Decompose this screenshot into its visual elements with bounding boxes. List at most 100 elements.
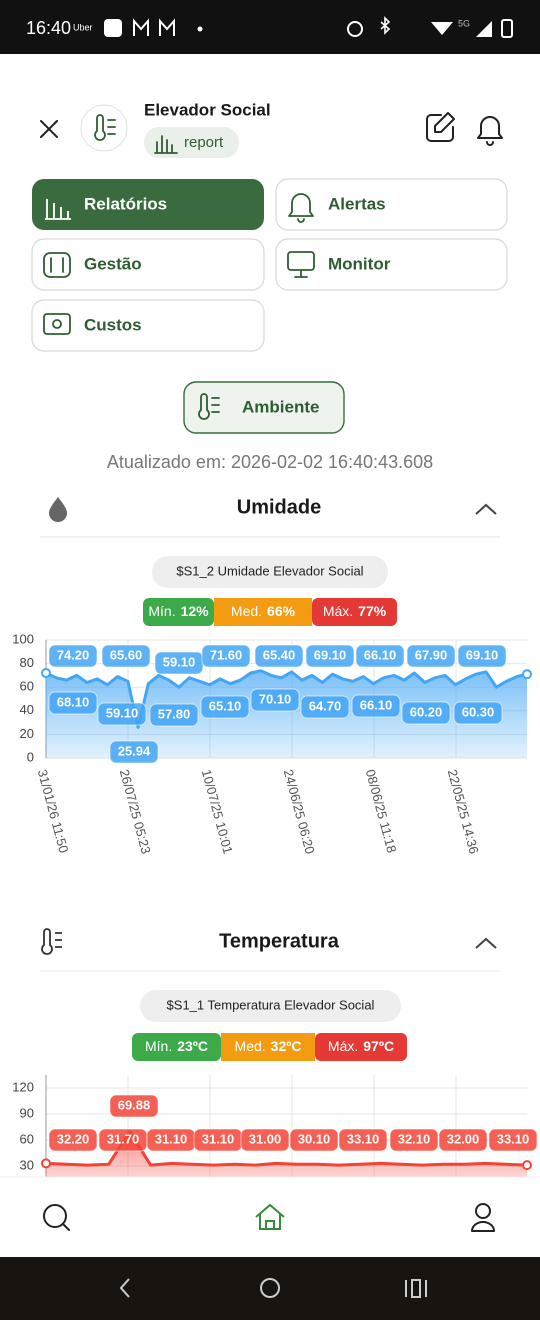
- tag-icon: [154, 135, 178, 154]
- profile-button[interactable]: [475, 1203, 491, 1219]
- stat-box: [221, 1033, 315, 1061]
- data-label: 31.70: [107, 1131, 140, 1146]
- data-label-box: [338, 1128, 388, 1152]
- data-label: 32.10: [398, 1131, 431, 1146]
- collapse-button[interactable]: [475, 937, 497, 949]
- data-label-box: [488, 1128, 538, 1152]
- temperature-icon: [41, 928, 62, 955]
- data-label-box: [453, 701, 503, 725]
- data-label-box: [48, 691, 98, 715]
- data-label: 25.94: [118, 743, 151, 758]
- menu-icon: [45, 199, 71, 220]
- data-label-box: [200, 695, 250, 719]
- chart: 30 60 90 120 69.88 32.20 31.70 31.10 31.10 31.00 3…: [12, 1075, 538, 1177]
- data-label: 71.60: [210, 647, 243, 662]
- avatar: [80, 104, 128, 152]
- x-tick-label: 22/05/25 14:36: [445, 768, 482, 856]
- ambient-icon: [198, 393, 220, 420]
- status-app: Uber: [73, 22, 93, 32]
- data-label: 33.10: [347, 1131, 380, 1146]
- status-icon: [133, 18, 175, 36]
- menu-icon: [43, 313, 71, 335]
- close-button[interactable]: [40, 120, 58, 138]
- y-tick-label: 40: [20, 702, 34, 717]
- data-label: 33.10: [497, 1131, 530, 1146]
- updated-time: Atualizado em: 2026-02-02 16:40:43.608: [107, 452, 433, 472]
- search-button: [62, 1223, 70, 1231]
- status-icon: [104, 19, 122, 37]
- data-label: 57.80: [158, 706, 191, 721]
- point: [522, 1160, 532, 1171]
- data-label: 69.88: [118, 1097, 151, 1112]
- stat-value: 77%: [358, 603, 387, 619]
- data-label: 69.10: [314, 647, 347, 662]
- menu-icon: [294, 269, 308, 278]
- collapse-button[interactable]: [475, 503, 497, 515]
- status-bar: [0, 0, 540, 54]
- stat-label: Máx.: [328, 1038, 358, 1054]
- humidity-icon: [49, 497, 67, 522]
- x-tick-label: 08/06/25 11:18: [363, 768, 400, 855]
- status-icon: [380, 16, 391, 35]
- menu-label: Alertas: [328, 194, 386, 213]
- status-icon: [501, 19, 513, 38]
- menu-icon: [50, 257, 64, 273]
- data-label: 31.00: [249, 1131, 282, 1146]
- notifications-button[interactable]: [477, 116, 503, 146]
- bottom-nav: [0, 1177, 540, 1257]
- data-label: 66.10: [364, 647, 397, 662]
- menu-button-active[interactable]: [32, 179, 264, 230]
- stat-value: 97ºC: [363, 1038, 394, 1054]
- y-tick-label: 120: [12, 1079, 34, 1094]
- menu-button[interactable]: [275, 238, 508, 291]
- stat-label: Mín.: [145, 1038, 172, 1054]
- back-button[interactable]: [119, 1278, 130, 1298]
- menu-icon: [52, 319, 62, 329]
- y-tick-label: 30: [20, 1157, 34, 1172]
- y-tick-label: 90: [20, 1105, 34, 1120]
- stat-box: [312, 598, 397, 626]
- stat-box: [315, 1033, 407, 1061]
- menu-label: Monitor: [328, 254, 391, 273]
- menu-button[interactable]: [31, 299, 265, 352]
- ambient-button[interactable]: [183, 381, 345, 434]
- stat-value: 32ºC: [271, 1038, 302, 1054]
- section-title: Temperatura: [219, 930, 340, 952]
- data-label: 65.60: [110, 647, 143, 662]
- home-system-button[interactable]: [260, 1278, 280, 1298]
- menu-button[interactable]: [275, 178, 508, 231]
- stat-box: [143, 598, 214, 626]
- section-title: Umidade: [237, 496, 321, 518]
- y-tick-label: 20: [20, 726, 34, 741]
- data-label-box: [48, 644, 98, 668]
- data-label-box: [401, 701, 451, 725]
- stat: Máx. 77%: [323, 603, 387, 619]
- status-time: 16:40: [26, 18, 71, 38]
- data-label-box: [351, 694, 401, 718]
- edit-button[interactable]: [426, 112, 455, 142]
- data-label-box: [250, 688, 300, 712]
- data-label-box: [305, 644, 355, 668]
- stat-value: 12%: [181, 603, 210, 619]
- data-label-box: [201, 644, 251, 668]
- recents-button[interactable]: [405, 1279, 427, 1298]
- search-button[interactable]: [43, 1204, 67, 1228]
- y-tick-label: 60: [20, 679, 34, 694]
- stat: Mín. 23ºC: [145, 1038, 208, 1054]
- stat-value: 66%: [267, 603, 296, 619]
- chart-title-pill: [152, 556, 388, 588]
- home-button[interactable]: [255, 1203, 285, 1230]
- status-icon: [431, 22, 453, 35]
- y-tick-label: 100: [12, 631, 34, 646]
- profile-button: [471, 1221, 495, 1232]
- data-label: 64.70: [309, 698, 342, 713]
- status-network: 5G: [458, 18, 470, 28]
- stat-box: [214, 598, 312, 626]
- chart-title: $S1_2 Umidade Elevador Social: [176, 563, 363, 578]
- data-label-box: [355, 644, 405, 668]
- x-tick-label: 10/07/25 10:01: [199, 768, 236, 856]
- data-label-box: [438, 1128, 488, 1152]
- point: [41, 1158, 51, 1169]
- data-label-box: [149, 703, 199, 727]
- menu-button[interactable]: [31, 238, 265, 291]
